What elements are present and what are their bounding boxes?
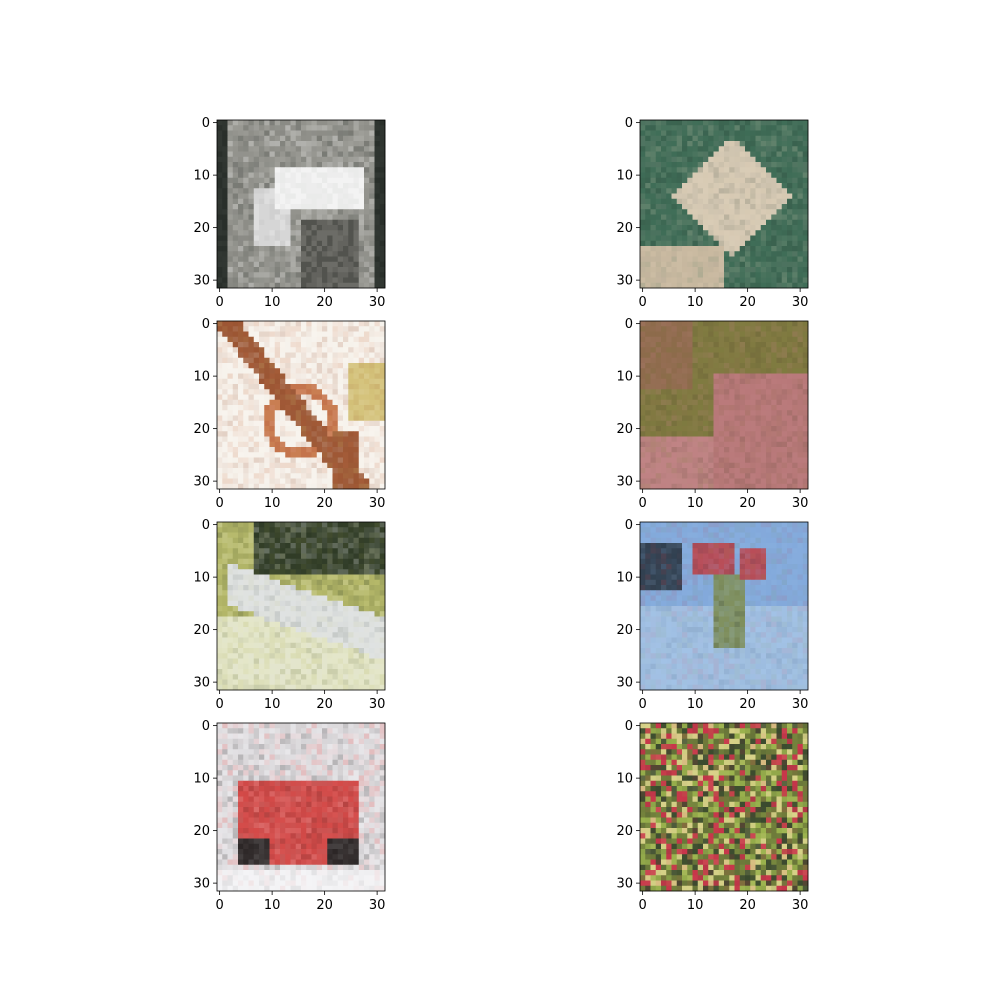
panel-2-ytick-label: 10 (616, 169, 633, 184)
panel-5-image (217, 522, 385, 690)
panel-4-ytick-label: 0 (625, 317, 633, 332)
panel-8-xtick-label: 20 (739, 898, 756, 913)
panel-7: 0 10 20 30 0 10 20 30 (193, 719, 385, 913)
panel-5-ytick-label: 30 (193, 676, 210, 691)
panel-8-image (640, 723, 808, 891)
panel-2-ytick-label: 30 (616, 274, 633, 289)
panel-4-ytick-label: 10 (616, 370, 633, 385)
panel-2-xtick-label: 20 (739, 295, 756, 310)
panel-7-image (217, 723, 385, 891)
panel-7-xtick-label: 10 (264, 898, 281, 913)
panel-3-image (217, 321, 385, 489)
panel-3-ytick-label: 20 (193, 422, 210, 437)
panel-4-xtick-label: 30 (792, 496, 809, 511)
panel-6-ytick-label: 20 (616, 623, 633, 638)
panel-8-ytick-label: 20 (616, 824, 633, 839)
panel-5-xtick-label: 10 (264, 697, 281, 712)
panel-1-xtick-label: 10 (264, 295, 281, 310)
panel-4-ytick-label: 20 (616, 422, 633, 437)
panel-4-xtick-label: 20 (739, 496, 756, 511)
panel-3-ytick-label: 0 (202, 317, 210, 332)
panel-4: 0 10 20 30 0 10 20 30 (616, 317, 808, 511)
panel-1-xtick-label: 20 (316, 295, 333, 310)
panel-1-ytick-label: 10 (193, 169, 210, 184)
panel-4-xtick-label: 0 (638, 496, 646, 511)
panel-5-ytick-label: 20 (193, 623, 210, 638)
panel-1-ytick-label: 0 (202, 116, 210, 131)
panel-6-ytick-label: 30 (616, 676, 633, 691)
panel-1: 0 10 20 30 0 10 20 30 (193, 116, 385, 310)
panel-7-ytick-label: 30 (193, 877, 210, 892)
panel-7-xtick-label: 20 (316, 898, 333, 913)
panel-5-ytick-label: 0 (202, 518, 210, 533)
panel-4-ytick-label: 30 (616, 475, 633, 490)
panel-3-xtick-label: 0 (215, 496, 223, 511)
panel-1-ytick-label: 20 (193, 221, 210, 236)
panel-1-xtick-label: 0 (215, 295, 223, 310)
panel-3-ytick-label: 10 (193, 370, 210, 385)
panel-6-xtick-label: 30 (792, 697, 809, 712)
panel-8-xtick-label: 30 (792, 898, 809, 913)
panel-8: 0 10 20 30 0 10 20 30 (616, 719, 808, 913)
panel-7-ytick-label: 0 (202, 719, 210, 734)
panel-3-ytick-label: 30 (193, 475, 210, 490)
panel-8-xtick-label: 0 (638, 898, 646, 913)
panel-6-ytick-label: 10 (616, 571, 633, 586)
panel-8-ytick-label: 10 (616, 772, 633, 787)
panel-7-xtick-label: 0 (215, 898, 223, 913)
panel-2-ytick-label: 20 (616, 221, 633, 236)
panel-7-ytick-label: 20 (193, 824, 210, 839)
panel-6-ytick-label: 0 (625, 518, 633, 533)
panel-3: 0 10 20 30 0 10 20 30 (193, 317, 385, 511)
panel-8-ytick-label: 30 (616, 877, 633, 892)
panel-6-xtick-label: 10 (687, 697, 704, 712)
panel-7-xtick-label: 30 (369, 898, 386, 913)
panel-2: 0 10 20 30 0 10 20 30 (616, 116, 808, 310)
panel-3-xtick-label: 20 (316, 496, 333, 511)
panel-6: 0 10 20 30 0 10 20 30 (616, 518, 808, 712)
panel-6-image (640, 522, 808, 690)
panel-4-image (640, 321, 808, 489)
panel-7-ytick-label: 10 (193, 772, 210, 787)
panel-8-xtick-label: 10 (687, 898, 704, 913)
panel-1-xtick-label: 30 (369, 295, 386, 310)
panel-4-xtick-label: 10 (687, 496, 704, 511)
panel-3-xtick-label: 30 (369, 496, 386, 511)
panel-5-xtick-label: 30 (369, 697, 386, 712)
panel-5-ytick-label: 10 (193, 571, 210, 586)
panel-2-image (640, 120, 808, 288)
panel-5-xtick-label: 20 (316, 697, 333, 712)
panel-2-xtick-label: 0 (638, 295, 646, 310)
panel-2-xtick-label: 30 (792, 295, 809, 310)
panel-6-xtick-label: 20 (739, 697, 756, 712)
panel-2-xtick-label: 10 (687, 295, 704, 310)
panel-3-xtick-label: 10 (264, 496, 281, 511)
panel-5-xtick-label: 0 (215, 697, 223, 712)
panel-5: 0 10 20 30 0 10 20 30 (193, 518, 385, 712)
panel-1-image (217, 120, 385, 288)
panel-1-ytick-label: 30 (193, 274, 210, 289)
panel-8-ytick-label: 0 (625, 719, 633, 734)
panel-6-xtick-label: 0 (638, 697, 646, 712)
panel-2-ytick-label: 0 (625, 116, 633, 131)
